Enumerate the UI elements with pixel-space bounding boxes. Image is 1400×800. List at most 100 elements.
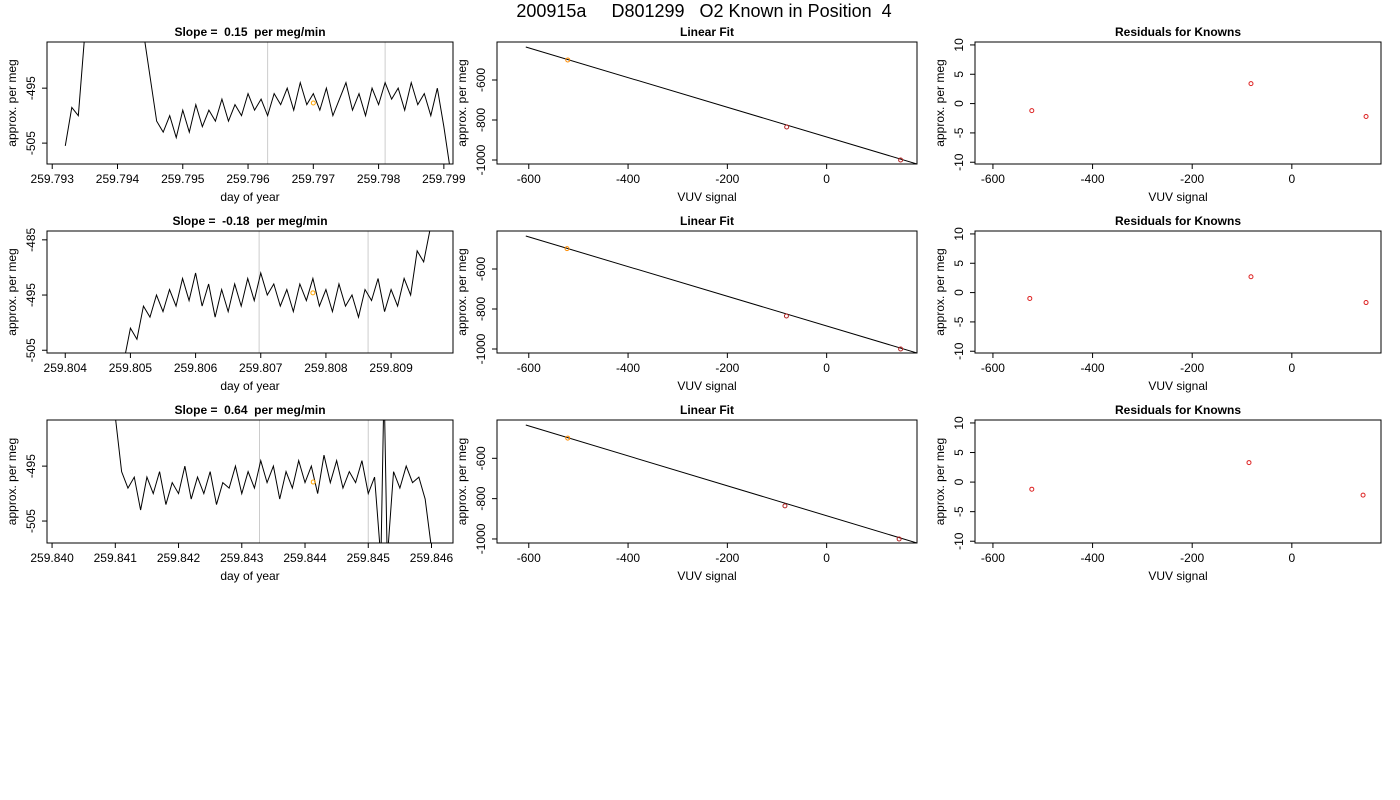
y-tick-label: -1000 <box>474 144 488 175</box>
x-tick-label: 0 <box>823 172 830 186</box>
plot-area <box>525 424 917 543</box>
data-point <box>310 290 316 296</box>
y-tick-label: -10 <box>952 342 966 360</box>
data-line <box>525 235 917 353</box>
x-axis-label: VUV signal <box>1148 569 1207 583</box>
x-tick-label: 259.846 <box>410 551 454 565</box>
y-tick-label: 10 <box>952 227 966 241</box>
y-tick-label: -800 <box>474 108 488 132</box>
x-tick-label: 259.807 <box>239 361 283 375</box>
x-tick-label: 0 <box>823 551 830 565</box>
x-tick-label: 259.794 <box>96 172 140 186</box>
panel-title: Linear Fit <box>680 403 734 417</box>
y-tick-label: -495 <box>24 454 38 478</box>
plot-area <box>64 42 450 164</box>
x-tick-label: 259.804 <box>44 361 88 375</box>
x-tick-label: 259.805 <box>109 361 153 375</box>
panel-title: Residuals for Knowns <box>1115 25 1241 39</box>
x-tick-label: -400 <box>616 551 640 565</box>
data-point <box>1363 113 1369 119</box>
data-point <box>564 246 570 252</box>
panel-title: Slope = 0.15 per meg/min <box>174 25 325 39</box>
x-axis-label: VUV signal <box>677 379 736 393</box>
data-point <box>783 313 789 319</box>
x-tick-label: 0 <box>1288 361 1295 375</box>
x-tick-label: -200 <box>1180 361 1204 375</box>
x-axis-label: VUV signal <box>677 569 736 583</box>
y-axis-label: approx. per meg <box>5 248 19 335</box>
data-point <box>1029 486 1035 492</box>
y-axis-label: approx. per meg <box>5 59 19 146</box>
y-tick-label: -800 <box>474 486 488 510</box>
y-tick-label: -505 <box>24 131 38 155</box>
panel: Slope = -0.18 per meg/min day of year appr… <box>5 214 454 393</box>
x-tick-label: -400 <box>1081 172 1105 186</box>
panel-title: Slope = -0.18 per meg/min <box>172 214 327 228</box>
x-tick-label: 259.797 <box>292 172 336 186</box>
panel: Residuals for Knowns VUV signal approx. pe… <box>933 214 1382 393</box>
data-point <box>782 503 788 509</box>
plot-frame <box>46 230 454 354</box>
y-tick-label: -5 <box>952 506 966 517</box>
panel-title: Residuals for Knowns <box>1115 214 1241 228</box>
panel: Linear Fit VUV signal approx. per meg -600 -… <box>455 214 918 393</box>
x-tick-label: -600 <box>517 361 541 375</box>
x-tick-label: -200 <box>1180 172 1204 186</box>
x-tick-label: -400 <box>616 361 640 375</box>
y-tick-label: 10 <box>952 38 966 52</box>
x-axis-label: day of year <box>220 190 279 204</box>
x-tick-label: 259.806 <box>174 361 218 375</box>
y-tick-label: -600 <box>474 446 488 470</box>
y-tick-label: -485 <box>24 228 38 252</box>
plot-frame <box>974 419 1382 544</box>
plot-area <box>1029 81 1369 119</box>
data-point <box>1363 300 1369 306</box>
panel-title: Linear Fit <box>680 214 734 228</box>
plot-area <box>1029 460 1366 498</box>
data-line <box>525 424 917 543</box>
plot-frame <box>974 41 1382 165</box>
main-title: 200915a D801299 O2 Known in Position 4 <box>516 1 891 21</box>
y-tick-label: -10 <box>952 153 966 171</box>
y-axis-label: approx. per meg <box>455 59 469 146</box>
panel-title: Slope = 0.64 per meg/min <box>174 403 325 417</box>
x-tick-label: 0 <box>823 361 830 375</box>
y-axis-label: approx. per meg <box>933 438 947 525</box>
panel: Residuals for Knowns VUV signal approx. pe… <box>933 403 1382 583</box>
data-line <box>115 420 432 543</box>
x-tick-label: -600 <box>981 172 1005 186</box>
y-tick-label: -505 <box>24 509 38 533</box>
y-tick-label: -5 <box>952 316 966 327</box>
data-point <box>898 157 904 163</box>
panel: Linear Fit VUV signal approx. per meg -600 -… <box>455 403 918 583</box>
x-tick-label: 259.841 <box>94 551 138 565</box>
x-tick-label: 259.842 <box>157 551 201 565</box>
plot-area <box>525 235 917 353</box>
x-tick-label: 259.798 <box>357 172 401 186</box>
panel-title: Linear Fit <box>680 25 734 39</box>
x-tick-label: -600 <box>517 172 541 186</box>
data-point <box>310 479 316 485</box>
data-line <box>125 231 431 353</box>
data-point <box>1029 108 1035 114</box>
y-axis-label: approx. per meg <box>455 248 469 335</box>
data-point <box>1027 295 1033 301</box>
y-tick-label: 0 <box>952 289 966 296</box>
x-tick-label: -400 <box>1081 551 1105 565</box>
y-tick-label: -495 <box>24 283 38 307</box>
x-tick-label: 0 <box>1288 551 1295 565</box>
x-tick-label: 259.799 <box>422 172 466 186</box>
plot-frame <box>496 41 918 165</box>
data-point <box>565 435 571 441</box>
x-tick-label: 259.845 <box>347 551 391 565</box>
x-tick-label: 259.795 <box>161 172 205 186</box>
x-tick-label: -200 <box>1180 551 1204 565</box>
x-axis-label: VUV signal <box>1148 190 1207 204</box>
x-tick-label: 259.793 <box>31 172 75 186</box>
y-tick-label: 10 <box>952 416 966 430</box>
y-tick-label: 0 <box>952 478 966 485</box>
plot-area <box>125 231 431 353</box>
plot-frame <box>46 41 454 165</box>
